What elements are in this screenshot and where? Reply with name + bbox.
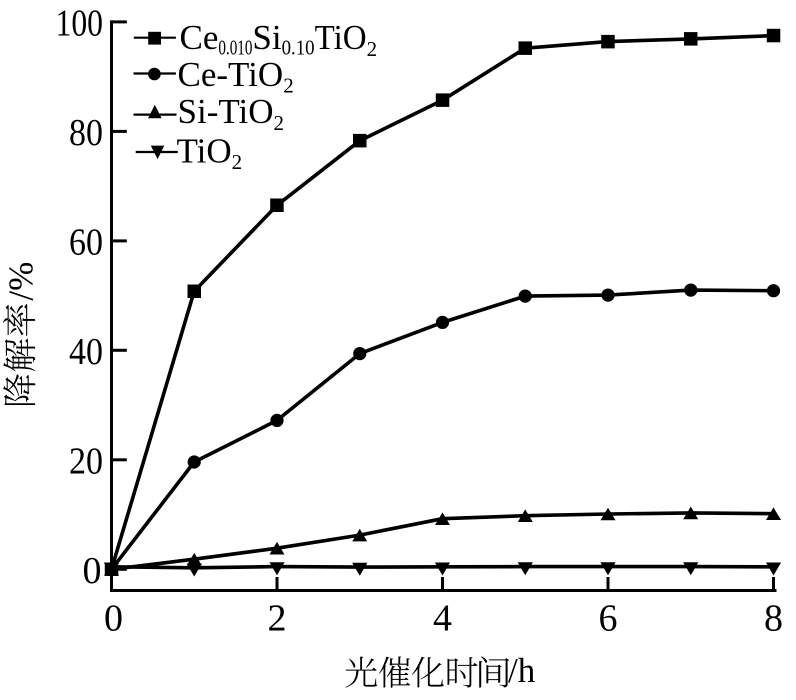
svg-text:4: 4 xyxy=(433,597,452,639)
svg-text:/%: /% xyxy=(2,262,41,301)
svg-text:20: 20 xyxy=(69,441,103,483)
svg-text:Ce-TiO2: Ce-TiO2 xyxy=(178,55,294,98)
svg-text:2: 2 xyxy=(268,597,287,639)
svg-text:6: 6 xyxy=(599,597,618,639)
svg-text:0: 0 xyxy=(104,597,123,639)
svg-text:80: 80 xyxy=(69,112,103,154)
svg-text:40: 40 xyxy=(69,331,103,373)
svg-text:/h: /h xyxy=(508,651,536,690)
svg-text:0: 0 xyxy=(83,550,102,592)
svg-text:100: 100 xyxy=(56,3,104,45)
svg-text:8: 8 xyxy=(764,597,783,639)
svg-text:TiO2: TiO2 xyxy=(177,131,243,174)
svg-text:60: 60 xyxy=(69,222,103,264)
svg-text:Ce0.010Si0.10TiO2: Ce0.010Si0.10TiO2 xyxy=(180,18,378,61)
svg-text:Si-TiO2: Si-TiO2 xyxy=(178,92,285,135)
